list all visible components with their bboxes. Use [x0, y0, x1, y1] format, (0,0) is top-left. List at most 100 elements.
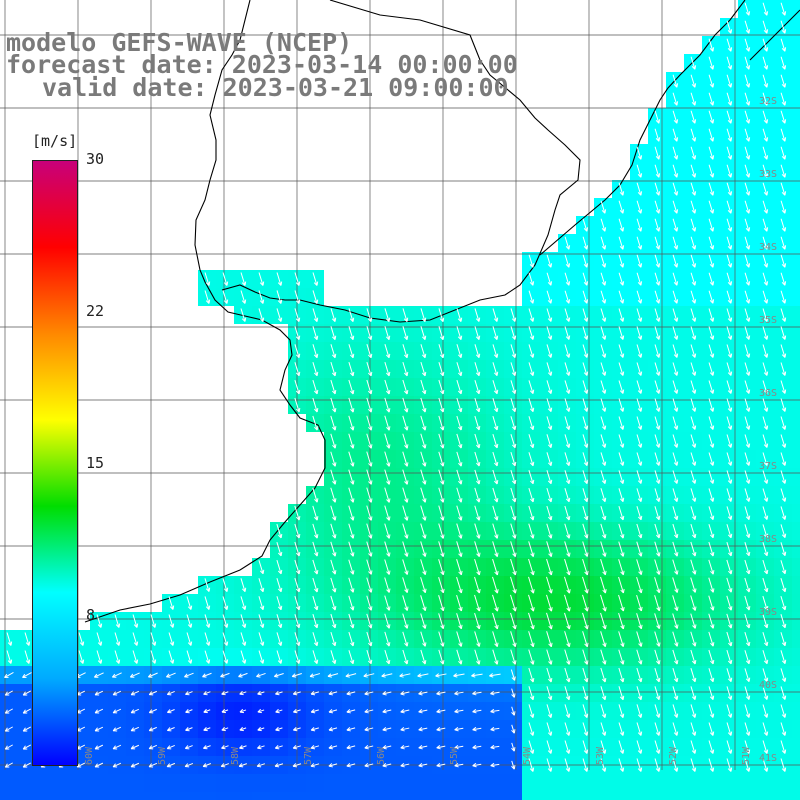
wind-arrow — [690, 164, 697, 178]
colorbar-unit: [m/s] — [32, 132, 78, 150]
wind-arrow — [402, 326, 409, 341]
wind-arrow — [600, 667, 607, 683]
wind-arrow — [366, 344, 373, 359]
wind-arrow — [546, 541, 553, 557]
wind-arrow — [312, 290, 319, 304]
wind-arrow — [780, 38, 787, 52]
wind-arrow — [418, 762, 428, 768]
wind-arrow — [600, 722, 607, 736]
wind-arrow — [708, 308, 715, 322]
wind-arrow — [618, 200, 625, 214]
wind-arrow — [364, 709, 374, 714]
wind-arrow — [166, 691, 175, 696]
wind-arrow — [474, 523, 481, 539]
wind-arrow — [708, 38, 715, 52]
wind-arrow — [456, 451, 463, 467]
wind-arrow — [636, 434, 643, 448]
wind-arrow — [654, 649, 661, 665]
wind-arrow — [348, 326, 355, 341]
wind-arrow — [672, 128, 679, 142]
wind-arrow — [436, 744, 446, 750]
wind-speed-cell — [792, 450, 800, 468]
wind-arrow — [636, 398, 643, 412]
wind-arrow — [618, 344, 625, 358]
wind-arrow — [780, 650, 787, 665]
wind-speed-cell — [198, 774, 216, 792]
wind-arrow — [310, 691, 320, 696]
coastline-segment — [749, 9, 800, 61]
wind-arrow — [618, 218, 625, 232]
wind-arrow — [276, 290, 283, 304]
wind-arrow — [148, 744, 158, 750]
wind-arrow — [402, 397, 409, 413]
wind-arrow — [654, 631, 661, 647]
wind-arrow — [582, 649, 589, 665]
wind-arrow — [291, 673, 302, 678]
wind-arrow — [600, 272, 607, 286]
wind-arrow — [294, 541, 301, 557]
wind-arrow — [492, 433, 499, 449]
wind-arrow — [402, 361, 409, 377]
wind-arrow — [582, 594, 589, 612]
wind-arrow — [600, 236, 607, 250]
wind-arrow — [510, 469, 517, 485]
wind-arrow — [600, 649, 607, 665]
wind-speed-cell — [612, 774, 630, 792]
wind-arrow — [744, 308, 751, 322]
wind-speed-cell — [432, 774, 450, 792]
wind-arrow — [618, 631, 625, 647]
wind-speed-cell — [792, 72, 800, 90]
wind-arrow — [220, 672, 230, 678]
wind-arrow — [636, 254, 643, 268]
wind-arrow — [436, 762, 446, 768]
wind-arrow — [420, 326, 427, 341]
wind-arrow — [456, 594, 463, 612]
wind-arrow — [708, 740, 715, 754]
wind-arrow — [600, 416, 607, 430]
wind-arrow — [348, 379, 355, 395]
wind-arrow — [654, 704, 661, 718]
wind-arrow — [582, 667, 589, 683]
wind-arrow — [384, 308, 391, 322]
wind-arrow — [402, 649, 409, 665]
wind-arrow — [166, 727, 175, 732]
wind-arrow — [112, 690, 122, 696]
wind-arrow — [240, 596, 247, 610]
wind-arrow — [222, 578, 229, 592]
wind-arrow — [510, 398, 517, 413]
wind-arrow — [780, 272, 787, 286]
wind-arrow — [528, 740, 535, 754]
wind-speed-cell — [324, 774, 342, 792]
wind-speed-cell — [792, 504, 800, 522]
wind-arrow — [708, 506, 715, 521]
wind-arrow — [330, 469, 337, 485]
wind-arrow — [168, 596, 175, 610]
wind-arrow — [672, 362, 679, 376]
coastline-segment — [84, 0, 326, 623]
wind-arrow — [654, 613, 661, 630]
wind-arrow — [402, 577, 409, 593]
wind-arrow — [672, 470, 679, 484]
wind-arrow — [400, 709, 410, 714]
wind-arrow — [382, 691, 392, 696]
wind-arrow — [690, 110, 697, 124]
wind-arrow — [726, 74, 733, 88]
wind-arrow — [511, 706, 516, 716]
wind-arrow — [310, 763, 320, 768]
wind-arrow — [312, 308, 319, 322]
wind-arrow — [600, 452, 607, 466]
wind-arrow — [546, 722, 553, 736]
wind-speed-cell — [522, 792, 540, 800]
wind-speed-cell — [162, 792, 180, 800]
wind-arrow — [292, 763, 302, 768]
wind-arrow — [636, 200, 643, 214]
wind-arrow — [366, 397, 373, 413]
wind-arrow — [510, 380, 517, 395]
wind-arrow — [762, 218, 769, 232]
wind-speed-cell — [270, 774, 288, 792]
wind-arrow — [240, 290, 247, 304]
wind-arrow — [240, 650, 247, 664]
wind-arrow — [744, 631, 751, 647]
wind-arrow — [221, 690, 229, 696]
wind-arrow — [454, 762, 464, 768]
